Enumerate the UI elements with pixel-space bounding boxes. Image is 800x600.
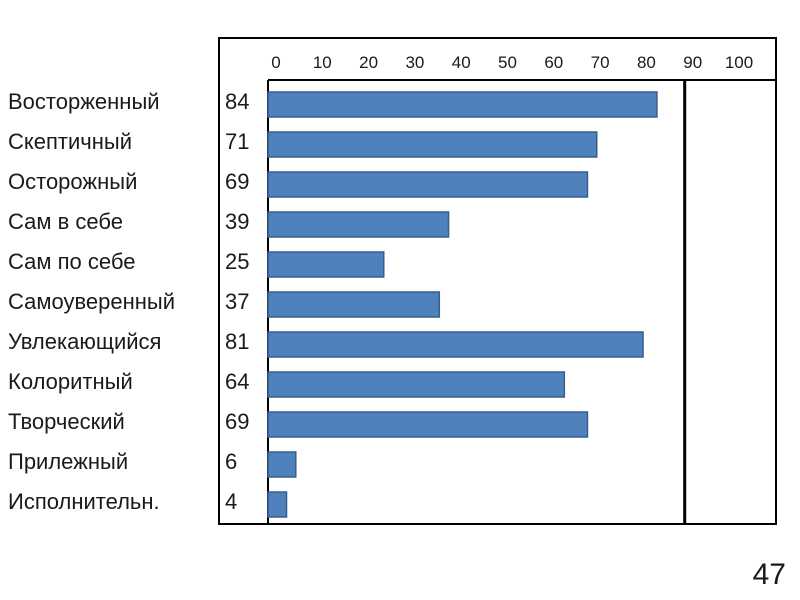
x-tick-label: 10 bbox=[313, 53, 332, 72]
x-tick-label: 70 bbox=[591, 53, 610, 72]
x-tick-label: 50 bbox=[498, 53, 517, 72]
x-tick-label: 60 bbox=[544, 53, 563, 72]
value-label: 6 bbox=[225, 449, 237, 474]
value-label: 71 bbox=[225, 129, 249, 154]
category-label: Сам по себе bbox=[8, 249, 135, 274]
x-tick-label: 0 bbox=[271, 53, 280, 72]
page-number: 47 bbox=[752, 558, 786, 591]
category-label: Прилежный bbox=[8, 449, 128, 474]
category-label: Самоуверенный bbox=[8, 289, 175, 314]
bar bbox=[267, 291, 441, 318]
x-tick-label: 30 bbox=[405, 53, 424, 72]
value-label: 25 bbox=[225, 249, 249, 274]
bar bbox=[267, 91, 658, 118]
bar bbox=[267, 451, 297, 478]
category-label: Исполнительн. bbox=[8, 489, 160, 514]
value-label: 39 bbox=[225, 209, 249, 234]
category-label: Колоритный bbox=[8, 369, 133, 394]
value-label: 81 bbox=[225, 329, 249, 354]
value-label: 69 bbox=[225, 169, 249, 194]
value-label: 64 bbox=[225, 369, 249, 394]
x-tick-label: 40 bbox=[452, 53, 471, 72]
value-label: 37 bbox=[225, 289, 249, 314]
value-label: 69 bbox=[225, 409, 249, 434]
chart-frame bbox=[218, 37, 777, 525]
x-tick-label: 80 bbox=[637, 53, 656, 72]
bar bbox=[267, 331, 644, 358]
x-tick-label: 90 bbox=[683, 53, 702, 72]
bar bbox=[267, 491, 288, 518]
value-label: 4 bbox=[225, 489, 237, 514]
category-label: Творческий bbox=[8, 409, 125, 434]
x-tick-label: 100 bbox=[725, 53, 753, 72]
category-label: Увлекающийся bbox=[8, 329, 161, 354]
bar bbox=[267, 211, 450, 238]
x-tick-label: 20 bbox=[359, 53, 378, 72]
category-label: Осторожный bbox=[8, 169, 137, 194]
category-label: Сам в себе bbox=[8, 209, 123, 234]
bar bbox=[267, 251, 385, 278]
category-label: Восторженный bbox=[8, 89, 160, 114]
bar bbox=[267, 131, 598, 158]
bar bbox=[267, 171, 589, 198]
bar bbox=[267, 411, 589, 438]
category-label: Скептичный bbox=[8, 129, 132, 154]
bar bbox=[267, 371, 566, 398]
value-label: 84 bbox=[225, 89, 249, 114]
